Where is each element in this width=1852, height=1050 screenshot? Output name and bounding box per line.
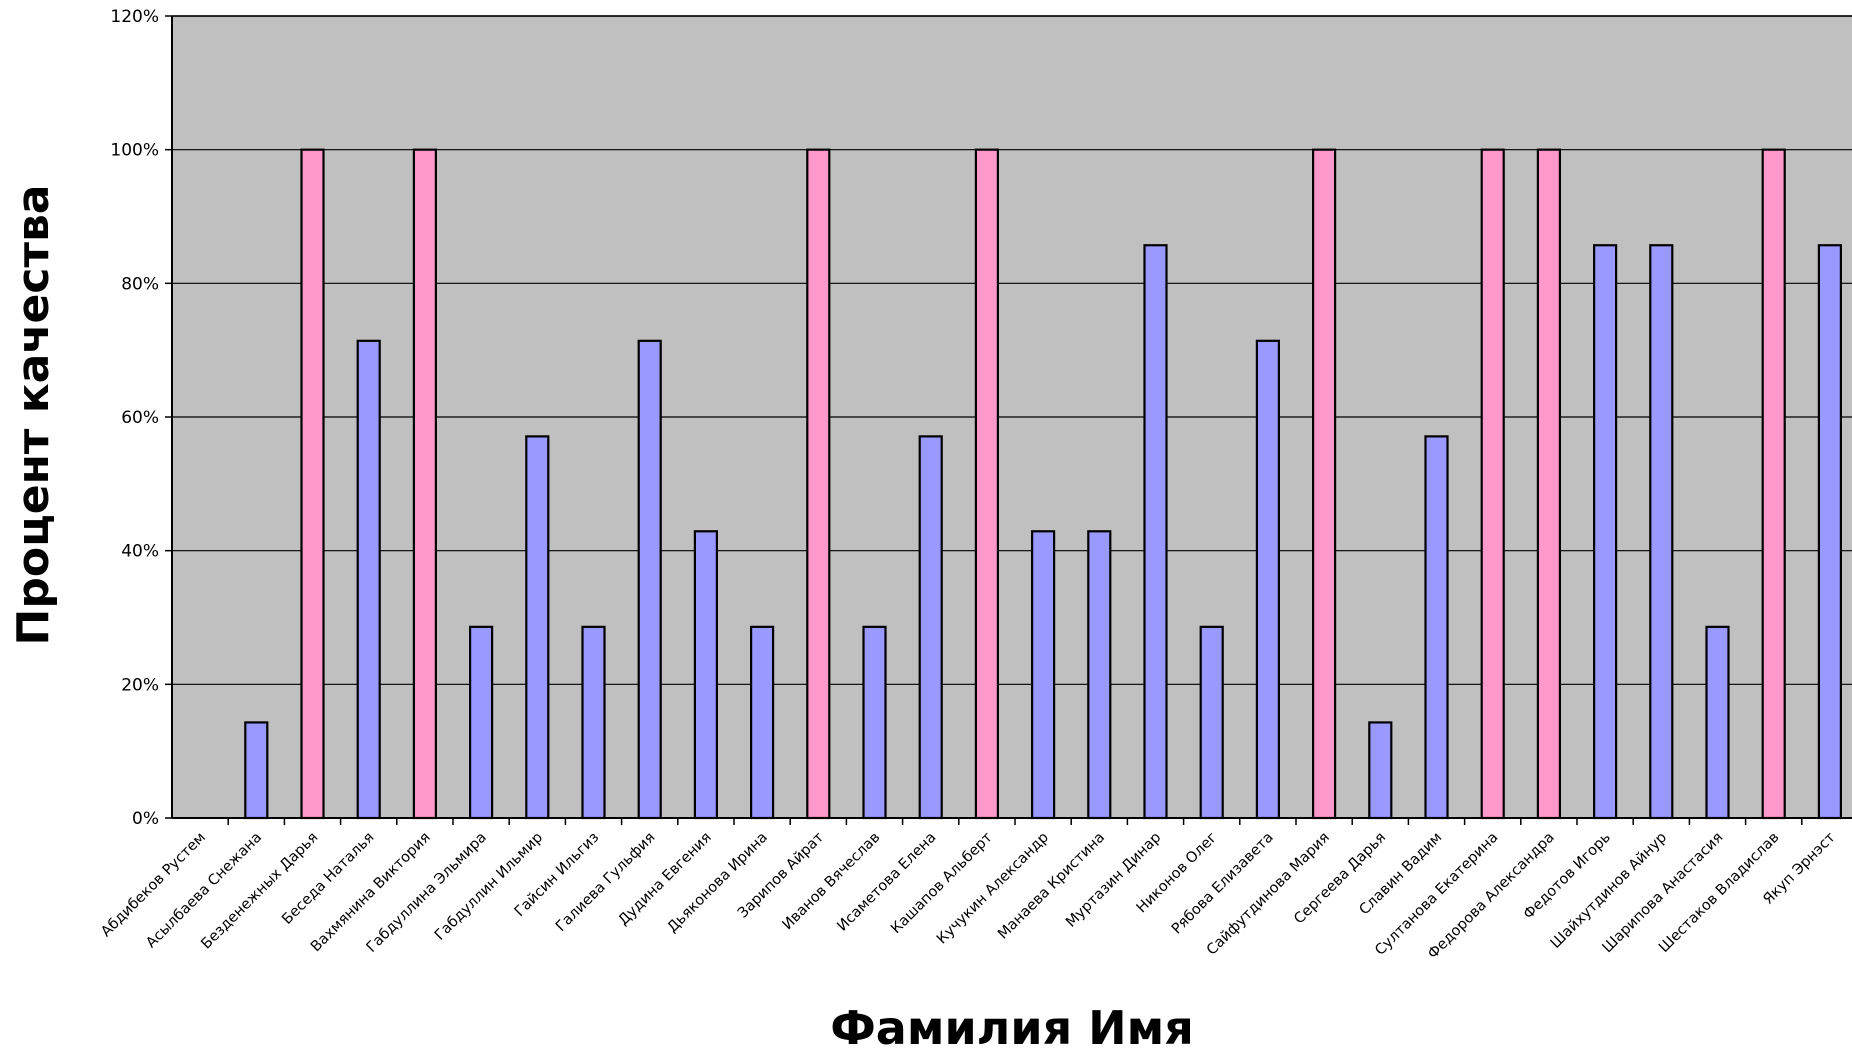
- bar: [1143, 244, 1168, 820]
- x-tick-label: Кучукин Александр: [934, 830, 1052, 948]
- bar: [1649, 244, 1674, 820]
- y-tick-label: 100%: [110, 141, 159, 161]
- x-tick-label: Абдибеков Рустем: [98, 830, 209, 941]
- bar: [1424, 435, 1449, 820]
- bar: [1592, 244, 1618, 820]
- bar: [1255, 339, 1281, 820]
- bar: [469, 625, 494, 820]
- bar: [300, 148, 325, 820]
- x-tick-label: Кашапов Альберт: [888, 829, 996, 937]
- bar: [918, 435, 943, 820]
- bar: [581, 625, 606, 820]
- bar: [244, 721, 269, 820]
- x-tick-label: Дьяконова Ирина: [665, 830, 771, 936]
- bar: [862, 625, 887, 820]
- bar: [525, 435, 550, 820]
- bar: [1030, 530, 1056, 820]
- y-tick-label: 80%: [121, 274, 159, 294]
- x-tick-label: Безденежных Дарья: [198, 830, 321, 953]
- bar: [1199, 625, 1224, 820]
- bar: [1817, 244, 1843, 820]
- y-axis-title: Процент качества: [8, 185, 59, 646]
- bar: [1761, 148, 1786, 820]
- bar: [1311, 148, 1337, 820]
- x-tick-label: Галиева Гульфия: [553, 830, 658, 935]
- y-tick-label: 20%: [121, 675, 159, 695]
- x-tick-label: Иванов Вячеслав: [780, 830, 884, 934]
- x-tick-label: Рябова Елизавета: [1169, 830, 1277, 938]
- x-tick-label: Асылбаева Снежана: [143, 830, 265, 952]
- bar: [1480, 148, 1505, 820]
- y-tick-label: 60%: [121, 408, 159, 428]
- y-tick-label: 0%: [132, 809, 159, 829]
- bar: [974, 148, 1000, 820]
- y-tick-labels: 0% 20% 40% 60% 80% 100% 120%: [110, 7, 159, 829]
- x-tick-label: Дудина Евгения: [616, 830, 715, 929]
- bar: [1368, 721, 1393, 820]
- bar: [806, 148, 831, 820]
- bar: [1536, 148, 1562, 820]
- x-tick-label: Шайхутдинов Айнур: [1548, 830, 1670, 952]
- x-tick-label: Исаметова Елена: [834, 830, 939, 935]
- bar: [693, 530, 719, 820]
- x-tick-label: Муртазин Динар: [1063, 830, 1164, 931]
- bars-group: [244, 148, 1843, 820]
- y-tick-label: 120%: [110, 7, 159, 27]
- bar: [1087, 530, 1112, 820]
- x-tick-label: Манаева Кристина: [995, 830, 1108, 943]
- bar: [749, 625, 775, 820]
- bar: [412, 148, 437, 820]
- x-axis-title: Фамилия Имя: [830, 1001, 1194, 1050]
- x-tick-label: Габдуллин Ильмир: [432, 830, 546, 944]
- bar: [356, 339, 381, 820]
- bar: [1705, 625, 1730, 820]
- y-tick-label: 40%: [121, 542, 159, 562]
- bar: [637, 339, 662, 820]
- axes: [165, 15, 1852, 825]
